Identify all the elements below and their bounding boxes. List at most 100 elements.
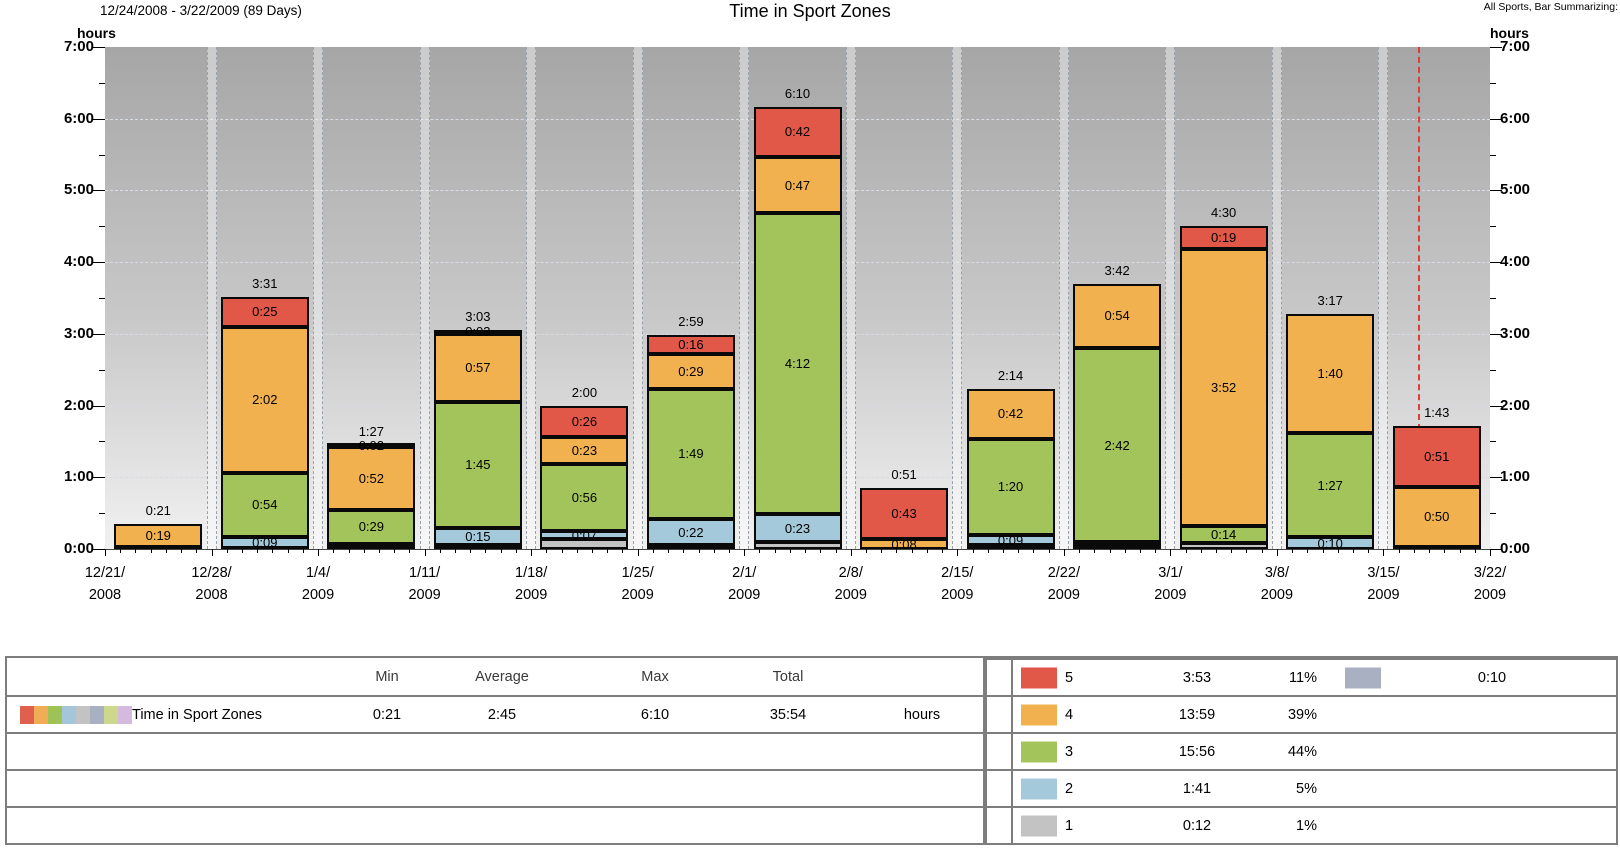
stacked-bar-week-1/25/2009[interactable]: 0:22 1:49 0:29 0:16 2:59 xyxy=(646,47,735,549)
bar-segment-zone2[interactable] xyxy=(1073,541,1162,546)
x-axis-day-tick xyxy=(1322,549,1324,553)
bar-segment-zone5[interactable]: 0:16 xyxy=(646,335,735,355)
bar-segment-zone5[interactable]: 0:51 xyxy=(1392,425,1481,487)
bar-segment-zone5[interactable]: 0:26 xyxy=(540,405,629,437)
bar-segment-zone5[interactable]: 0:03 xyxy=(433,324,522,339)
bar-total-label: 3:42 xyxy=(1104,262,1130,278)
bar-segment-zone1[interactable] xyxy=(646,545,735,549)
bar-segment-zone3[interactable]: 1:49 xyxy=(646,388,735,520)
bar-segment-zone2[interactable] xyxy=(327,543,416,548)
stacked-bar-week-2/22/2009[interactable]: 2:42 0:54 3:42 xyxy=(1073,47,1162,549)
y-axis-major-tick xyxy=(93,190,105,192)
bar-total-label: 3:03 xyxy=(465,309,491,325)
stacked-bar-week-3/1/2009[interactable]: 0:14 3:52 0:19 4:30 xyxy=(1179,47,1268,549)
stacked-bar-week-1/11/2009[interactable]: 0:15 1:45 0:57 0:03 3:03 xyxy=(433,47,522,549)
stacked-bar-week-2/8/2009[interactable]: 0:08 0:43 0:51 xyxy=(860,47,949,552)
bar-total-label: 1:43 xyxy=(1424,404,1450,420)
bar-segment-zone3[interactable]: 1:27 xyxy=(1286,433,1375,538)
bar-segment-zone4[interactable]: 2:02 xyxy=(220,326,309,473)
zone-row-2[interactable]: 2 1:41 5% xyxy=(987,769,1616,806)
stacked-bar-week-12/28/2008[interactable]: 0:09 0:54 2:02 0:25 3:31 xyxy=(220,47,309,550)
bar-segment-zone1[interactable] xyxy=(753,541,842,549)
summary-header-min: Min xyxy=(375,668,399,685)
bar-segment-zone4[interactable]: 0:54 xyxy=(1073,283,1162,349)
y-axis-minor-tick xyxy=(1490,369,1496,371)
legend-color-swatch xyxy=(62,705,76,724)
y-axis-tick-label-right: 4:00 xyxy=(1500,253,1531,271)
bar-segment-zone3[interactable]: 0:29 xyxy=(327,509,416,545)
bar-segment-zone5[interactable]: 0:25 xyxy=(220,296,309,327)
bar-segment-zone4[interactable]: 0:19 xyxy=(114,523,203,547)
x-axis-day-tick xyxy=(363,549,365,553)
bar-segment-zone4[interactable]: 3:52 xyxy=(1179,249,1268,527)
x-axis-day-tick xyxy=(987,549,989,553)
bar-segment-zone3[interactable]: 2:42 xyxy=(1073,348,1162,542)
stacked-bar-week-1/18/2009[interactable]: 0:07 0:56 0:23 0:26 2:00 xyxy=(540,47,629,549)
bar-segment-zone5[interactable]: 0:19 xyxy=(1179,226,1268,249)
x-axis-day-tick xyxy=(1474,549,1476,553)
bar-segment-zone1[interactable] xyxy=(1179,543,1268,549)
x-axis-day-tick xyxy=(805,549,807,553)
bar-segment-zone3[interactable]: 0:56 xyxy=(540,464,629,532)
legend-color-swatch xyxy=(90,705,104,724)
bar-segment-zone4[interactable]: 0:08 xyxy=(860,537,949,552)
bar-segment-zone5[interactable]: 0:02 xyxy=(327,438,416,453)
summary-max-value: 6:10 xyxy=(640,706,670,723)
x-axis-day-tick xyxy=(394,549,396,553)
bar-segment-zone1[interactable] xyxy=(433,545,522,549)
bar-segment-zone4[interactable]: 1:40 xyxy=(1286,313,1375,434)
bar-segment-zone4[interactable]: 0:57 xyxy=(433,333,522,402)
x-axis-day-tick xyxy=(1246,549,1248,553)
bar-segment-zone3[interactable]: 4:12 xyxy=(753,213,842,515)
week-separator xyxy=(1271,47,1282,549)
bar-segment-zone2[interactable]: 0:22 xyxy=(646,519,735,546)
bar-segment-zone3[interactable]: 0:54 xyxy=(220,472,309,538)
stacked-bar-week-12/21/2008[interactable]: 0:19 0:21 xyxy=(114,47,203,549)
zone-row-3[interactable]: 3 15:56 44% xyxy=(987,732,1616,769)
x-axis-day-tick xyxy=(1353,549,1355,553)
bar-segment-zone4[interactable]: 0:50 xyxy=(1392,486,1481,547)
stacked-bar-week-2/15/2009[interactable]: 0:09 1:20 0:42 2:14 xyxy=(966,47,1055,549)
y-axis-major-tick xyxy=(1490,333,1502,335)
bar-total-label: 2:59 xyxy=(678,314,704,330)
bar-segment-zone2[interactable]: 0:23 xyxy=(753,514,842,542)
stacked-bar-week-1/4/2009[interactable]: 0:29 0:52 0:02 1:27 xyxy=(327,47,416,549)
summary-empty-row xyxy=(7,806,983,843)
bar-segment-zone4[interactable]: 0:29 xyxy=(646,354,735,389)
bar-segment-zone1[interactable] xyxy=(540,539,629,549)
x-axis-day-tick xyxy=(668,549,670,553)
summary-data-row[interactable]: Time in Sport Zones 0:21 2:45 6:10 35:54… xyxy=(7,695,983,732)
bar-segment-zone2[interactable]: 0:07 xyxy=(540,528,629,543)
y-axis-minor-tick xyxy=(1490,298,1496,299)
bar-total-label: 2:14 xyxy=(997,367,1024,383)
zone-row-5[interactable]: 5 3:53 11% 0:10 xyxy=(987,658,1616,695)
y-axis-major-tick xyxy=(1490,549,1502,550)
bar-segment-zone5[interactable]: 0:43 xyxy=(860,488,949,540)
bar-segment-zone4[interactable]: 0:23 xyxy=(540,436,629,465)
bar-total-label: 2:00 xyxy=(571,384,598,400)
bar-segment-zone4[interactable]: 0:47 xyxy=(753,156,842,214)
summary-header-average: Average xyxy=(475,668,529,685)
bar-segment-zone2[interactable]: 0:09 xyxy=(966,533,1055,548)
stacked-bar-week-2/1/2009[interactable]: 0:23 4:12 0:47 0:42 6:10 xyxy=(753,47,842,549)
bar-segment-zone2[interactable]: 0:10 xyxy=(1286,536,1375,551)
bar-segment-zone4[interactable]: 0:52 xyxy=(327,447,416,510)
x-axis-day-tick xyxy=(378,549,380,553)
bar-segment-zone3[interactable]: 1:45 xyxy=(433,402,522,528)
stacked-bar-week-3/15/2009[interactable]: 0:50 0:51 1:43 xyxy=(1392,47,1481,549)
bar-segment-zone3[interactable]: 1:20 xyxy=(966,439,1055,535)
bar-segment-zone1[interactable] xyxy=(966,545,1055,549)
bar-segment-zone2[interactable]: 0:15 xyxy=(433,527,522,546)
bar-segment-zone5[interactable]: 0:42 xyxy=(753,106,842,157)
y-axis-major-tick xyxy=(93,118,105,120)
zone-row-1[interactable]: 1 0:12 1% xyxy=(987,806,1616,843)
x-axis-day-tick xyxy=(1124,549,1126,553)
zone-row-4[interactable]: 4 13:59 39% xyxy=(987,695,1616,732)
y-axis-major-tick xyxy=(1490,118,1502,120)
bar-segment-zone1[interactable] xyxy=(1073,545,1162,549)
bar-segment-zone4[interactable]: 0:42 xyxy=(966,388,1055,440)
bar-segment-zone3[interactable]: 0:14 xyxy=(1179,526,1268,544)
x-axis-day-tick xyxy=(561,549,563,553)
stacked-bar-week-3/8/2009[interactable]: 0:10 1:27 1:40 3:17 xyxy=(1286,47,1375,551)
bar-segment-zone2[interactable]: 0:09 xyxy=(220,535,309,550)
